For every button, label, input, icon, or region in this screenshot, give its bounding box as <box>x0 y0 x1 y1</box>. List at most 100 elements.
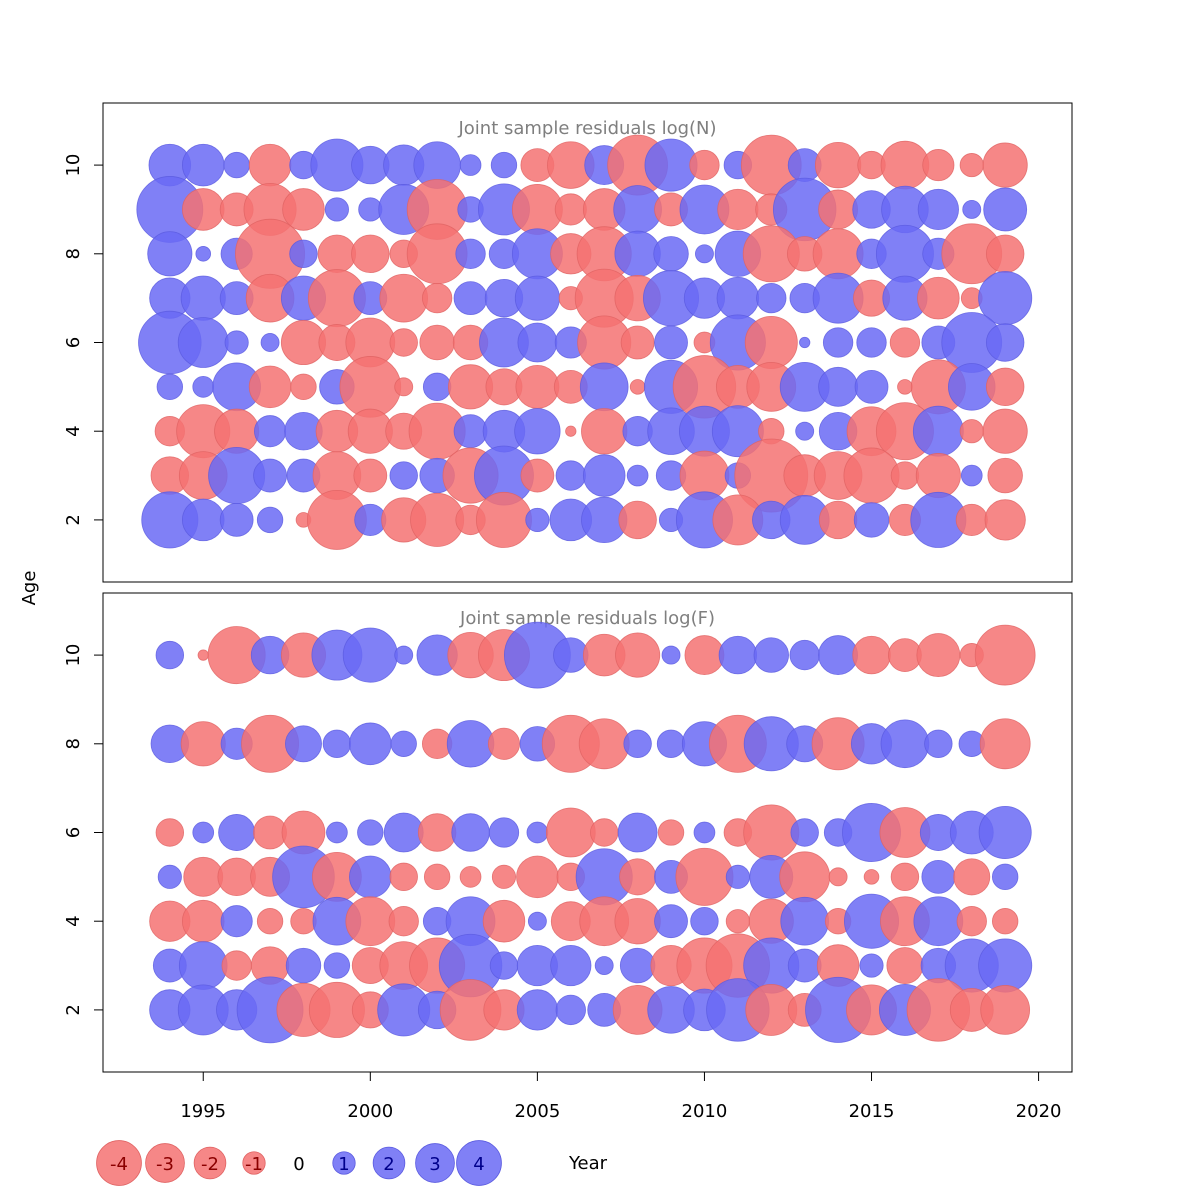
residual-bubble <box>526 821 549 844</box>
residual-bubble <box>177 317 229 368</box>
legend-label: 0 <box>293 1154 304 1175</box>
residual-bubble <box>619 858 657 896</box>
residual-bubble <box>890 461 920 490</box>
residual-bubble <box>290 908 317 935</box>
panel-title: Joint sample residuals log(F) <box>459 608 715 629</box>
residual-bubble <box>684 635 725 676</box>
legend-label: -1 <box>245 1154 263 1175</box>
residual-bubble <box>525 507 550 532</box>
residual-bubble <box>156 373 184 401</box>
residual-bubble <box>890 862 920 892</box>
residual-bubble <box>818 189 859 230</box>
residual-bubble <box>912 405 964 457</box>
residual-bubble <box>689 149 720 181</box>
residual-bubble <box>889 327 921 358</box>
residual-bubble <box>181 143 225 187</box>
residual-bubble <box>979 718 1031 770</box>
residual-bubble <box>455 238 486 269</box>
residual-bubble <box>916 633 961 678</box>
residual-bubble <box>725 909 750 934</box>
residual-bubble <box>155 640 185 670</box>
residual-bubble <box>657 819 685 846</box>
residual-bubble <box>818 500 858 540</box>
residual-bubble <box>787 948 822 983</box>
residual-bubble <box>987 457 1023 494</box>
residual-bubble <box>953 858 991 896</box>
residual-bubble <box>880 719 930 769</box>
residual-bubble <box>982 408 1028 454</box>
residual-bubble <box>959 419 984 444</box>
residual-bubble <box>983 187 1028 232</box>
residual-bubble <box>285 725 322 763</box>
x-tick-label: 2000 <box>347 1101 393 1122</box>
residual-bubble <box>157 864 182 889</box>
residual-bubble <box>913 896 964 947</box>
residual-bubble <box>183 856 224 897</box>
residual-bubble <box>221 950 252 981</box>
residual-bubble <box>383 812 424 853</box>
y-tick-label: 6 <box>63 337 84 348</box>
residual-bubble <box>921 859 956 894</box>
residual-bubble <box>422 372 452 402</box>
residual-bubble <box>618 500 657 540</box>
residual-bubble <box>516 989 558 1031</box>
residual-bubble <box>822 327 854 358</box>
residual-bubble <box>629 379 646 395</box>
residual-bubble <box>155 818 185 847</box>
residual-bubble <box>553 637 589 673</box>
residual-bubble <box>959 153 984 178</box>
residual-bubble <box>578 718 630 770</box>
residual-bubble <box>351 234 390 274</box>
residual-bubble <box>339 356 402 418</box>
residual-bubble <box>565 425 577 437</box>
residual-bubble <box>219 503 254 537</box>
residual-bubble <box>517 322 558 363</box>
residual-bubble <box>394 645 414 665</box>
y-tick-label: 6 <box>63 827 84 838</box>
y-tick-label: 2 <box>63 514 84 525</box>
residual-bubble <box>656 729 686 758</box>
y-axis-label: Age <box>19 571 40 606</box>
residual-bubble <box>852 635 891 675</box>
residual-bubble <box>661 645 681 665</box>
residual-bubble <box>617 812 658 853</box>
residual-bubble <box>623 729 652 758</box>
legend-label: 1 <box>338 1154 349 1175</box>
residual-bubble <box>345 896 396 947</box>
residual-bubble <box>379 273 429 323</box>
residual-bubble <box>653 236 689 272</box>
residual-bubble <box>254 415 287 448</box>
residual-bubble <box>419 324 455 361</box>
legend-label: 3 <box>429 1154 440 1175</box>
legend-label: -4 <box>110 1154 128 1175</box>
residual-bubble <box>579 362 629 412</box>
residual-bubble <box>178 941 228 990</box>
residual-bubble <box>446 720 495 768</box>
x-axis-label: Year <box>568 1153 608 1174</box>
residual-bubble <box>960 464 983 487</box>
residual-bubble <box>290 373 317 401</box>
residual-bubble <box>654 325 688 360</box>
legend-label: 4 <box>473 1154 484 1175</box>
residual-bubble <box>590 818 619 847</box>
residual-bubble <box>859 953 884 978</box>
x-tick-label: 2005 <box>514 1101 560 1122</box>
residual-bubble <box>991 908 1019 935</box>
residual-bubble <box>753 637 789 673</box>
residual-bubble <box>725 864 750 889</box>
residual-bubble <box>717 188 759 231</box>
residual-bubble <box>554 193 587 226</box>
residual-bubble <box>915 453 961 499</box>
y-tick-label: 10 <box>63 154 84 177</box>
residual-bubble <box>515 364 560 409</box>
x-tick-label: 2020 <box>1016 1101 1062 1122</box>
residual-bubble <box>181 498 225 542</box>
residual-bubble <box>962 200 982 219</box>
residual-bubble <box>389 862 418 892</box>
residual-bubble <box>475 491 532 548</box>
residual-bubble <box>619 947 656 984</box>
residual-bubble <box>342 627 398 683</box>
residual-bubble <box>744 316 798 369</box>
residual-bubble <box>394 377 414 397</box>
